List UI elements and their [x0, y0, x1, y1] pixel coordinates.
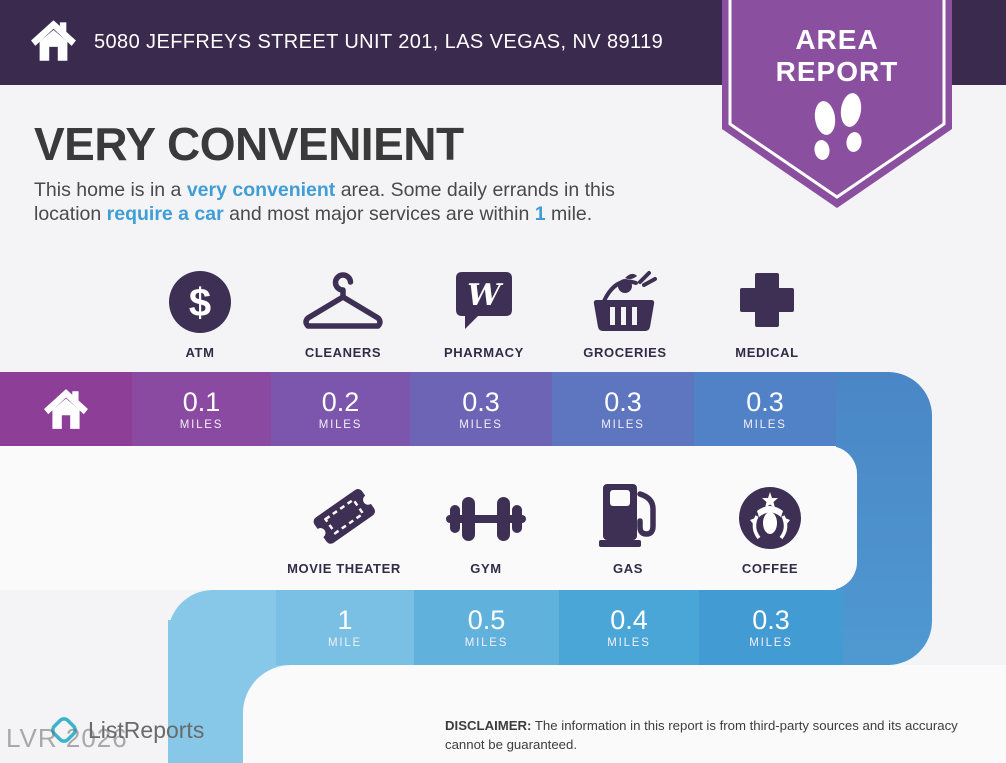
listreports-house-icon — [51, 717, 77, 743]
grocery-basket-icon — [593, 271, 657, 331]
badge-title: AREA REPORT — [775, 24, 899, 87]
bar-segment-gym: 0.5 MILES — [414, 590, 559, 665]
bar-segment-pharmacy: 0.3 MILES — [410, 372, 552, 446]
gas-pump-icon — [599, 484, 656, 547]
poi-medical: MEDICAL — [692, 268, 842, 360]
starbucks-siren-icon — [739, 487, 801, 549]
bar-left-curve — [168, 590, 276, 665]
hanger-icon — [303, 272, 383, 329]
bar-segment-gas: 0.4 MILES — [559, 590, 699, 665]
walgreens-icon: W — [456, 272, 512, 329]
atm-dollar-icon: $ — [169, 271, 231, 333]
poi-atm: $ ATM — [125, 268, 275, 360]
bar-segment-medical: 0.3 MILES — [694, 372, 836, 446]
poi-groceries: GROCERIES — [550, 268, 700, 360]
highlight-very-convenient: very convenient — [186, 179, 336, 201]
home-icon — [31, 20, 76, 61]
highlight-require-a-car: require a car — [106, 202, 224, 225]
poi-gym: GYM — [411, 484, 561, 576]
listreports-logo: ListReports — [46, 712, 204, 748]
highlight-one: 1 — [534, 202, 546, 225]
bar-segment-atm: 0.1 MILES — [132, 372, 271, 446]
disclaimer-text: DISCLAIMER: The information in this repo… — [445, 718, 958, 752]
bar-home-segment — [0, 372, 132, 446]
inner-white-panel — [0, 446, 857, 590]
poi-pharmacy: W PHARMACY — [409, 268, 559, 360]
poi-movie-theater: MOVIE THEATER — [269, 484, 419, 576]
lvr-watermark: LVR 2026 — [6, 723, 128, 753]
ticket-icon — [313, 489, 375, 544]
bar-segment-movie-theater: 1 MILE — [276, 590, 414, 665]
badge-banner-shape — [722, 0, 952, 208]
listreports-wordmark: ListReports — [88, 716, 205, 743]
bottom-white-panel — [243, 665, 1006, 763]
poi-cleaners: CLEANERS — [268, 268, 418, 360]
home-icon — [44, 389, 88, 429]
walkability-title: VERY CONVENIENT — [34, 118, 464, 170]
walkability-description: This home is in a very convenient area. … — [34, 179, 615, 225]
footprints-icon — [814, 93, 862, 160]
bar-segment-cleaners: 0.2 MILES — [271, 372, 410, 446]
bar-segment-coffee: 0.3 MILES — [699, 590, 843, 665]
area-report-badge: AREA REPORT — [722, 0, 952, 210]
svg-text:$: $ — [189, 281, 211, 325]
property-address: 5080 JEFFREYS STREET UNIT 201, LAS VEGAS… — [94, 31, 664, 53]
poi-coffee: COFFEE — [695, 484, 845, 576]
svg-text:W: W — [467, 278, 504, 313]
bar-segment-groceries: 0.3 MILES — [552, 372, 694, 446]
poi-gas: GAS — [553, 484, 703, 576]
dumbbell-icon — [446, 497, 526, 541]
medical-cross-icon — [740, 273, 794, 327]
